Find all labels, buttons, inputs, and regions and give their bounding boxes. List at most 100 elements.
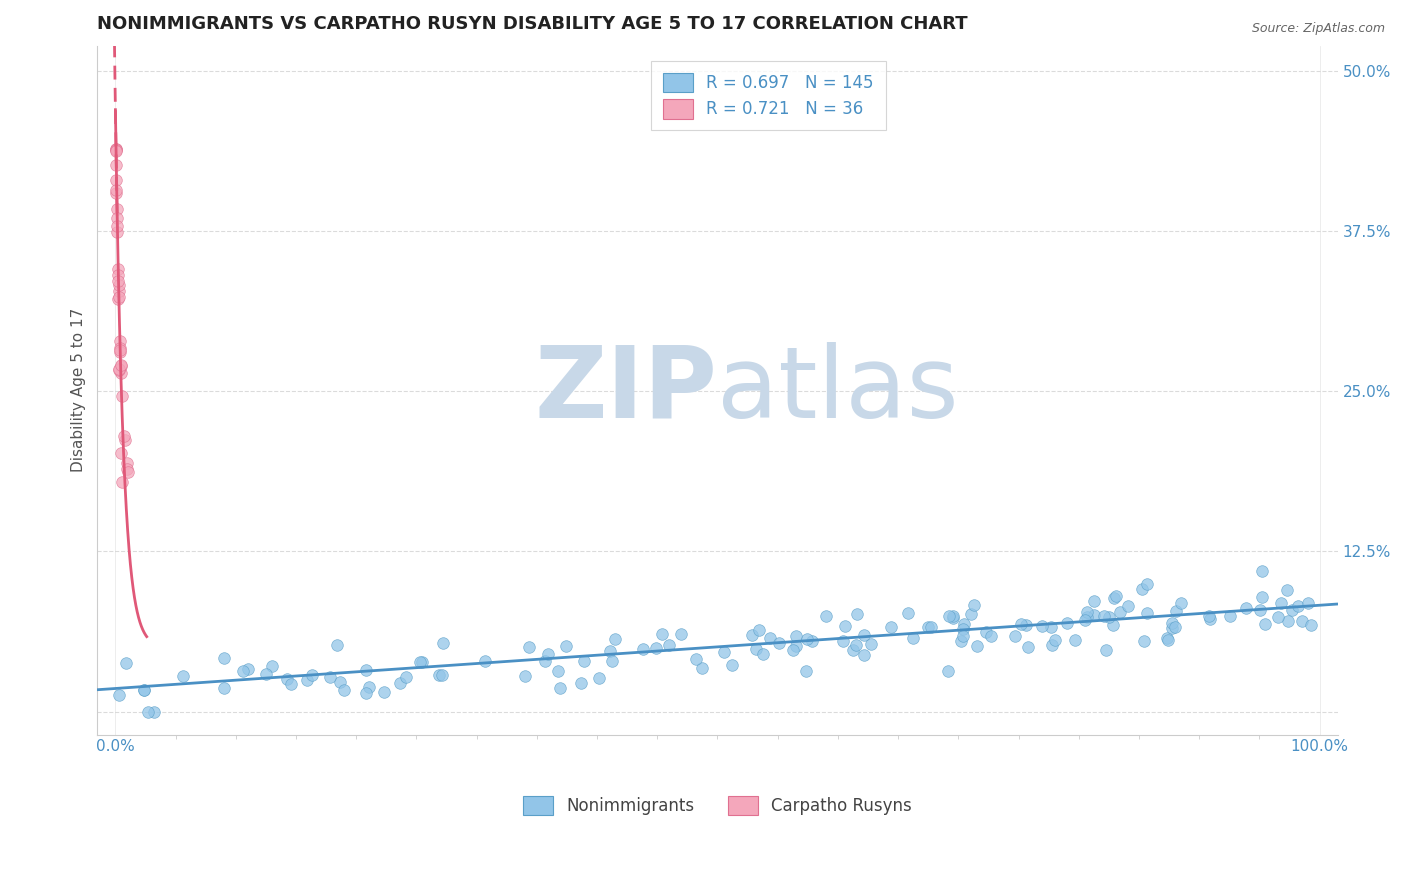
- Point: [107, 292, 129, 306]
- Point: [1164, 604, 1187, 618]
- Point: [785, 639, 807, 653]
- Point: [110, 367, 132, 381]
- Point: [474, 654, 496, 668]
- Point: [301, 668, 323, 682]
- Point: [107, 268, 129, 282]
- Text: ZIP: ZIP: [534, 342, 717, 439]
- Point: [599, 644, 621, 658]
- Point: [117, 465, 139, 479]
- Point: [110, 446, 132, 460]
- Point: [105, 186, 128, 200]
- Point: [1250, 590, 1272, 604]
- Point: [276, 672, 298, 686]
- Point: [318, 670, 340, 684]
- Point: [897, 606, 920, 620]
- Text: atlas: atlas: [717, 342, 959, 439]
- Point: [105, 202, 128, 217]
- Point: [111, 389, 134, 403]
- Point: [980, 629, 1002, 643]
- Point: [104, 158, 127, 172]
- Point: [1015, 618, 1038, 632]
- Point: [550, 681, 572, 695]
- Point: [1056, 616, 1078, 631]
- Point: [115, 462, 138, 476]
- Point: [605, 632, 627, 646]
- Point: [1109, 605, 1132, 619]
- Point: [107, 285, 129, 299]
- Point: [356, 663, 378, 677]
- Point: [1163, 620, 1185, 634]
- Point: [136, 705, 159, 719]
- Point: [108, 689, 131, 703]
- Point: [517, 640, 540, 655]
- Point: [326, 638, 349, 652]
- Point: [1160, 621, 1182, 635]
- Point: [105, 211, 128, 226]
- Point: [1170, 596, 1192, 610]
- Point: [1116, 599, 1139, 613]
- Point: [236, 662, 259, 676]
- Point: [1133, 634, 1156, 648]
- Point: [657, 638, 679, 652]
- Point: [411, 656, 433, 670]
- Point: [841, 643, 863, 657]
- Point: [389, 675, 412, 690]
- Point: [960, 607, 983, 621]
- Point: [917, 620, 939, 634]
- Point: [814, 608, 837, 623]
- Point: [280, 676, 302, 690]
- Point: [631, 642, 654, 657]
- Point: [952, 629, 974, 643]
- Point: [1156, 632, 1178, 646]
- Point: [105, 183, 128, 197]
- Point: [936, 664, 959, 678]
- Point: [110, 343, 132, 358]
- Point: [108, 334, 131, 348]
- Point: [1267, 610, 1289, 624]
- Point: [782, 642, 804, 657]
- Point: [105, 219, 128, 233]
- Point: [1136, 576, 1159, 591]
- Point: [669, 626, 692, 640]
- Point: [108, 363, 131, 377]
- Point: [741, 628, 763, 642]
- Point: [172, 669, 194, 683]
- Point: [1281, 602, 1303, 616]
- Point: [329, 674, 352, 689]
- Point: [966, 639, 988, 653]
- Point: [1250, 565, 1272, 579]
- Point: [880, 620, 903, 634]
- Point: [938, 609, 960, 624]
- Point: [115, 457, 138, 471]
- Point: [748, 623, 770, 637]
- Point: [104, 142, 127, 156]
- Point: [768, 636, 790, 650]
- Point: [1004, 629, 1026, 643]
- Point: [104, 144, 127, 158]
- Point: [963, 598, 986, 612]
- Point: [1299, 617, 1322, 632]
- Point: [651, 627, 673, 641]
- Point: [1291, 614, 1313, 628]
- Point: [1277, 582, 1299, 597]
- Point: [1234, 600, 1257, 615]
- Point: [752, 647, 775, 661]
- Point: [105, 173, 128, 187]
- Point: [111, 475, 134, 489]
- Point: [1063, 633, 1085, 648]
- Point: [600, 654, 623, 668]
- Point: [852, 648, 875, 662]
- Point: [232, 665, 254, 679]
- Point: [720, 657, 742, 672]
- Point: [794, 665, 817, 679]
- Point: [920, 620, 942, 634]
- Point: [513, 669, 536, 683]
- Point: [432, 636, 454, 650]
- Point: [846, 607, 869, 622]
- Point: [212, 681, 235, 696]
- Point: [1094, 642, 1116, 657]
- Point: [1270, 596, 1292, 610]
- Point: [1040, 620, 1063, 634]
- Point: [333, 683, 356, 698]
- Point: [949, 633, 972, 648]
